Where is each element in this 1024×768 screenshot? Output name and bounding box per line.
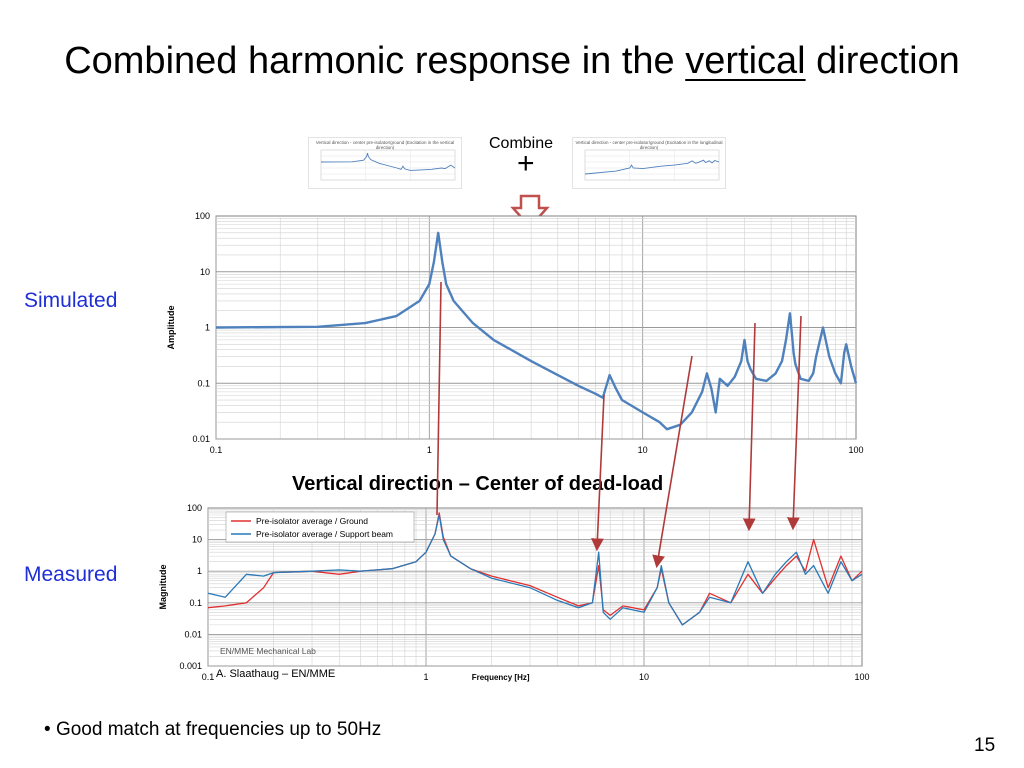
title-part-1: Combined harmonic response in the [64,40,686,82]
thumbnail-right-plot [584,149,720,181]
x-tick-label: 100 [854,672,869,682]
thumbnail-right-title: Vertical direction - center pre-isolator… [575,140,723,150]
series-line [584,159,720,175]
measured-chart: 0.1 1 10 100 0.001 0.01 0.1 1 10 100 Magnitude Freq… [158,503,870,682]
y-tick-label: 0.1 [189,598,202,608]
series-line [215,231,858,431]
x-tick-label: 100 [848,445,863,455]
y-axis-label: Magnitude [158,565,168,610]
slide-title: Combined harmonic response in the vertic… [0,40,1024,83]
y-tick-label: 100 [187,503,202,513]
series-line [207,514,863,626]
x-tick-label: 10 [638,445,648,455]
bullet-text: Good match at frequencies up to 50Hz [55,719,382,740]
y-tick-label: 1 [205,323,210,333]
measured-chart-title: Vertical direction – Center of dead-load [292,473,664,495]
x-tick-label: 1 [423,672,428,682]
y-tick-label: 100 [195,211,210,221]
title-underlined-word: vertical [685,40,806,82]
x-axis-label: Frequency [Hz] [472,673,530,682]
thumbnail-left-chart: Vertical direction - center pre-isolator… [308,137,462,189]
thumbnail-right-chart: Vertical direction - center pre-isolator… [572,137,726,189]
y-tick-label: 10 [192,535,202,545]
combine-label: Combine [489,135,554,152]
legend-entry: Pre-isolator average / Ground [256,516,368,526]
y-tick-label: 0.01 [184,629,202,639]
thumbnail-left-plot [320,149,456,181]
series-line [320,152,456,171]
x-tick-label: 1 [427,445,432,455]
y-tick-label: 0.01 [192,434,210,444]
legend-entry: Pre-isolator average / Support beam [256,529,393,539]
thumbnail-plot-area [320,149,456,181]
thumbnail-plot-area [584,149,720,181]
x-tick-label: 0.1 [210,445,223,455]
y-tick-label: 0.001 [179,661,202,671]
y-tick-label: 0.1 [197,378,210,388]
page-number: 15 [974,735,996,756]
y-tick-label: 1 [197,566,202,576]
legend [225,511,415,543]
lab-annotation: EN/MME Mechanical Lab [220,646,316,656]
plus-sign: + [517,147,535,180]
y-axis-label: Amplitude [166,306,176,350]
y-tick-label: 10 [200,267,210,277]
simulated-label: Simulated [24,289,118,312]
thumbnail-left-title: Vertical direction - center pre-isolator… [315,140,455,150]
measured-label: Measured [24,563,118,586]
bullet-item: • Good match at frequencies up to 50Hz [44,719,382,740]
x-tick-label: 0.1 [202,672,215,682]
x-tick-label: 10 [639,672,649,682]
title-part-2: direction [805,40,960,82]
author-annotation: A. Slaathaug – EN/MME [216,668,335,680]
